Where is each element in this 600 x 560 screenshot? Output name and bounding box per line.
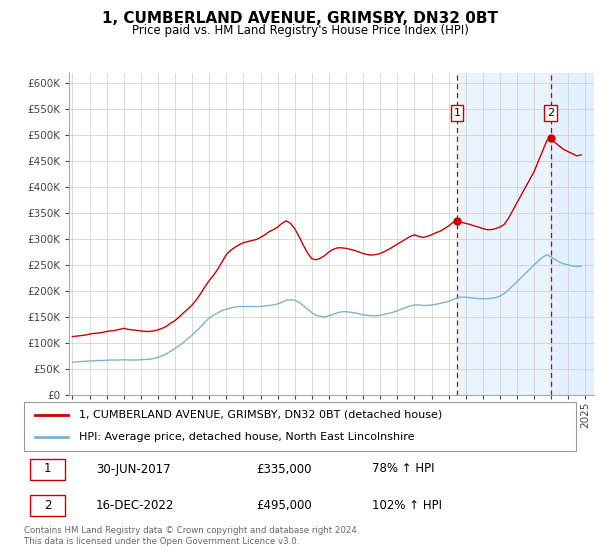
Text: 30-JUN-2017: 30-JUN-2017 (96, 463, 170, 475)
Text: £335,000: £335,000 (256, 463, 311, 475)
FancyBboxPatch shape (29, 495, 65, 516)
Text: 2: 2 (44, 499, 51, 512)
Text: £495,000: £495,000 (256, 499, 311, 512)
Bar (551, 73, 594, 395)
Text: 78% ↑ HPI: 78% ↑ HPI (372, 463, 434, 475)
Text: 1, CUMBERLAND AVENUE, GRIMSBY, DN32 0BT: 1, CUMBERLAND AVENUE, GRIMSBY, DN32 0BT (102, 11, 498, 26)
Text: 1, CUMBERLAND AVENUE, GRIMSBY, DN32 0BT (detached house): 1, CUMBERLAND AVENUE, GRIMSBY, DN32 0BT … (79, 410, 442, 420)
Text: 1: 1 (44, 463, 51, 475)
Bar (457, 73, 594, 395)
Text: 16-DEC-2022: 16-DEC-2022 (96, 499, 174, 512)
Text: HPI: Average price, detached house, North East Lincolnshire: HPI: Average price, detached house, Nort… (79, 432, 415, 442)
Text: Price paid vs. HM Land Registry's House Price Index (HPI): Price paid vs. HM Land Registry's House … (131, 24, 469, 37)
Text: 2: 2 (547, 108, 554, 118)
Text: 102% ↑ HPI: 102% ↑ HPI (372, 499, 442, 512)
Text: Contains HM Land Registry data © Crown copyright and database right 2024.
This d: Contains HM Land Registry data © Crown c… (24, 526, 359, 546)
Text: 1: 1 (454, 108, 461, 118)
FancyBboxPatch shape (29, 459, 65, 479)
